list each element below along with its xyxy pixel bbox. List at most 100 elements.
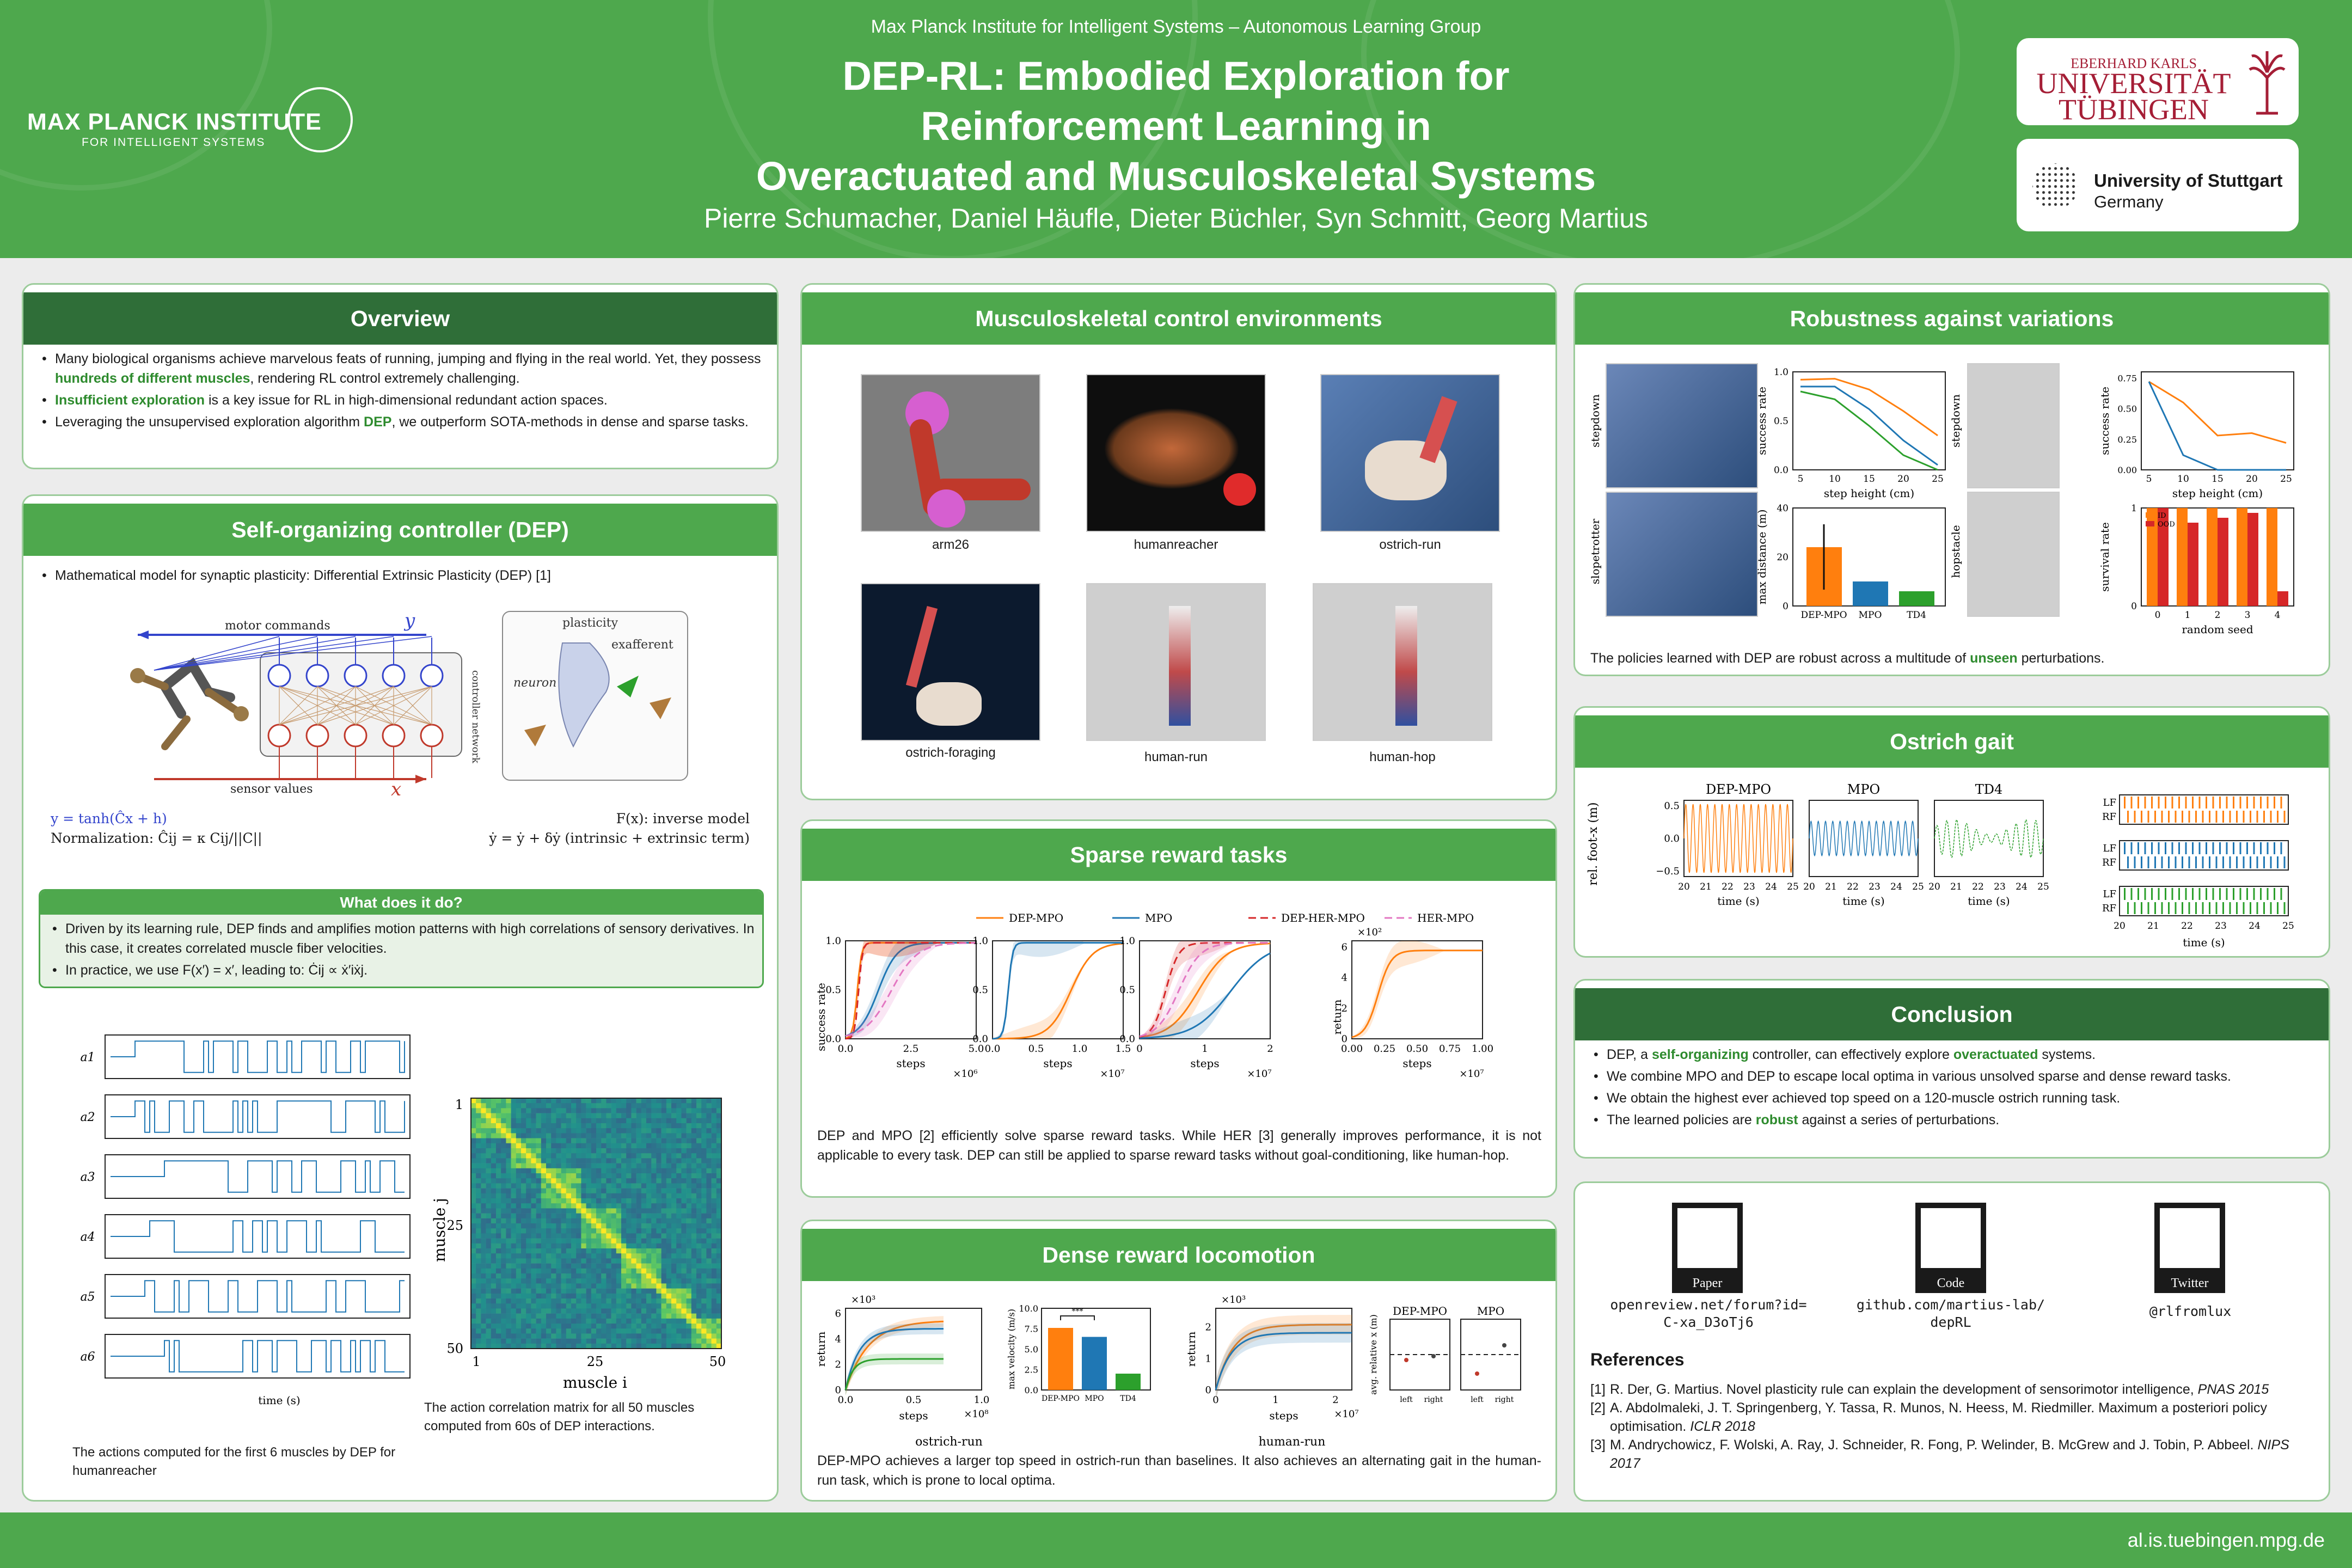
- corr-cell: [606, 1238, 611, 1244]
- corr-cell: [611, 1098, 617, 1104]
- corr-cell: [546, 1338, 552, 1344]
- corr-cell: [576, 1303, 581, 1309]
- corr-cell: [696, 1228, 702, 1234]
- qr-code-paper-icon[interactable]: [1672, 1203, 1743, 1273]
- corr-cell: [661, 1128, 667, 1134]
- gait-heading: Ostrich gait: [1573, 715, 2330, 768]
- corr-cell: [506, 1148, 511, 1154]
- footfall-mark: [2144, 797, 2146, 808]
- footfall-mark: [2212, 842, 2214, 854]
- corr-cell: [646, 1318, 652, 1324]
- corr-cell: [641, 1318, 647, 1324]
- corr-cell: [621, 1283, 627, 1289]
- corr-cell: [486, 1318, 492, 1324]
- synapse: [355, 686, 432, 725]
- footer-url[interactable]: al.is.tuebingen.mpg.de: [2127, 1529, 2325, 1551]
- corr-cell: [606, 1298, 611, 1304]
- corr-cell: [546, 1173, 552, 1179]
- corr-cell: [481, 1178, 486, 1184]
- link-twitter[interactable]: @rlfromlux: [2149, 1303, 2232, 1319]
- survival-bar-ood: [2247, 513, 2258, 606]
- corr-cell: [711, 1328, 717, 1334]
- corr-cell: [636, 1293, 642, 1299]
- footfall-mark: [2134, 902, 2136, 914]
- corr-cell: [536, 1103, 542, 1108]
- corr-cell: [706, 1203, 712, 1209]
- overview-heading: Overview: [22, 292, 779, 345]
- corr-cell: [521, 1308, 526, 1314]
- dense-label-ostrich-run: ostrich-run: [915, 1435, 983, 1449]
- corr-cell: [581, 1243, 586, 1249]
- footfall-mark: [2209, 811, 2210, 823]
- corr-cell: [576, 1318, 581, 1324]
- corr-cell: [531, 1153, 536, 1159]
- corr-cell: [581, 1228, 586, 1234]
- corr-cell: [631, 1103, 636, 1108]
- corr-cell: [646, 1103, 652, 1108]
- corr-cell: [566, 1243, 572, 1249]
- corr-cell: [676, 1173, 682, 1179]
- corr-cell: [526, 1343, 531, 1349]
- corr-cell: [586, 1293, 592, 1299]
- corr-cell: [576, 1098, 581, 1104]
- corr-cell: [531, 1103, 536, 1108]
- corr-cell: [526, 1328, 531, 1334]
- corr-cell: [651, 1303, 657, 1309]
- corr-cell: [631, 1173, 636, 1179]
- corr-cell: [491, 1233, 497, 1239]
- corr-cell: [676, 1098, 682, 1104]
- corr-cell: [536, 1253, 542, 1259]
- link-paper[interactable]: openreview.net/forum?id= C-xa_D3oTj6: [1610, 1297, 1807, 1330]
- corr-cell: [536, 1324, 542, 1329]
- synapse: [279, 686, 394, 725]
- corr-cell: [541, 1233, 547, 1239]
- qr-code-code-icon[interactable]: [1915, 1203, 1986, 1273]
- corr-axes: [470, 1098, 722, 1349]
- corr-cell: [536, 1308, 542, 1314]
- corr-cell: [686, 1263, 692, 1269]
- corr-cell: [541, 1113, 547, 1119]
- footfall-mark: [2274, 797, 2275, 808]
- corr-cell: [501, 1118, 506, 1124]
- corr-cell: [651, 1208, 657, 1214]
- corr-cell: [551, 1318, 556, 1324]
- corr-cell: [681, 1333, 687, 1339]
- dense-ytick: 0: [1205, 1385, 1211, 1396]
- footfall-mark: [2219, 888, 2221, 900]
- corr-cell: [666, 1228, 672, 1234]
- corr-cell: [681, 1193, 687, 1199]
- corr-cell: [486, 1123, 492, 1129]
- corr-cell: [676, 1213, 682, 1219]
- sparse-curve: [845, 942, 976, 1040]
- corr-cell: [491, 1253, 497, 1259]
- qr-code-twitter-icon[interactable]: [2154, 1203, 2225, 1273]
- corr-cell: [681, 1228, 687, 1234]
- corr-cell: [651, 1138, 657, 1144]
- corr-cell: [591, 1198, 597, 1204]
- corr-cell: [581, 1203, 586, 1209]
- corr-cell: [541, 1238, 547, 1244]
- corr-cell: [586, 1318, 592, 1324]
- corr-cell: [526, 1213, 531, 1219]
- corr-cell: [601, 1203, 607, 1209]
- sparse-band: [1352, 941, 1483, 1038]
- corr-cell: [576, 1243, 581, 1249]
- corr-cell: [636, 1168, 642, 1174]
- link-code[interactable]: github.com/martius-lab/ depRL: [1856, 1297, 2045, 1330]
- robust-image-stepdown-ostrich: [1606, 363, 1758, 488]
- corr-cell: [666, 1168, 672, 1174]
- corr-cell: [546, 1178, 552, 1184]
- gait-xtick: 21: [2147, 921, 2159, 932]
- corr-cell: [681, 1288, 687, 1294]
- corr-cell: [536, 1278, 542, 1284]
- corr-cell: [646, 1293, 652, 1299]
- corr-cell: [621, 1098, 627, 1104]
- corr-cell: [601, 1324, 607, 1329]
- corr-cell: [586, 1138, 592, 1144]
- corr-cell: [566, 1143, 572, 1149]
- corr-cell: [586, 1313, 592, 1319]
- corr-cell: [506, 1168, 511, 1174]
- gait-xtick: 20: [1928, 881, 1940, 892]
- corr-cell: [646, 1343, 652, 1349]
- corr-cell: [651, 1283, 657, 1289]
